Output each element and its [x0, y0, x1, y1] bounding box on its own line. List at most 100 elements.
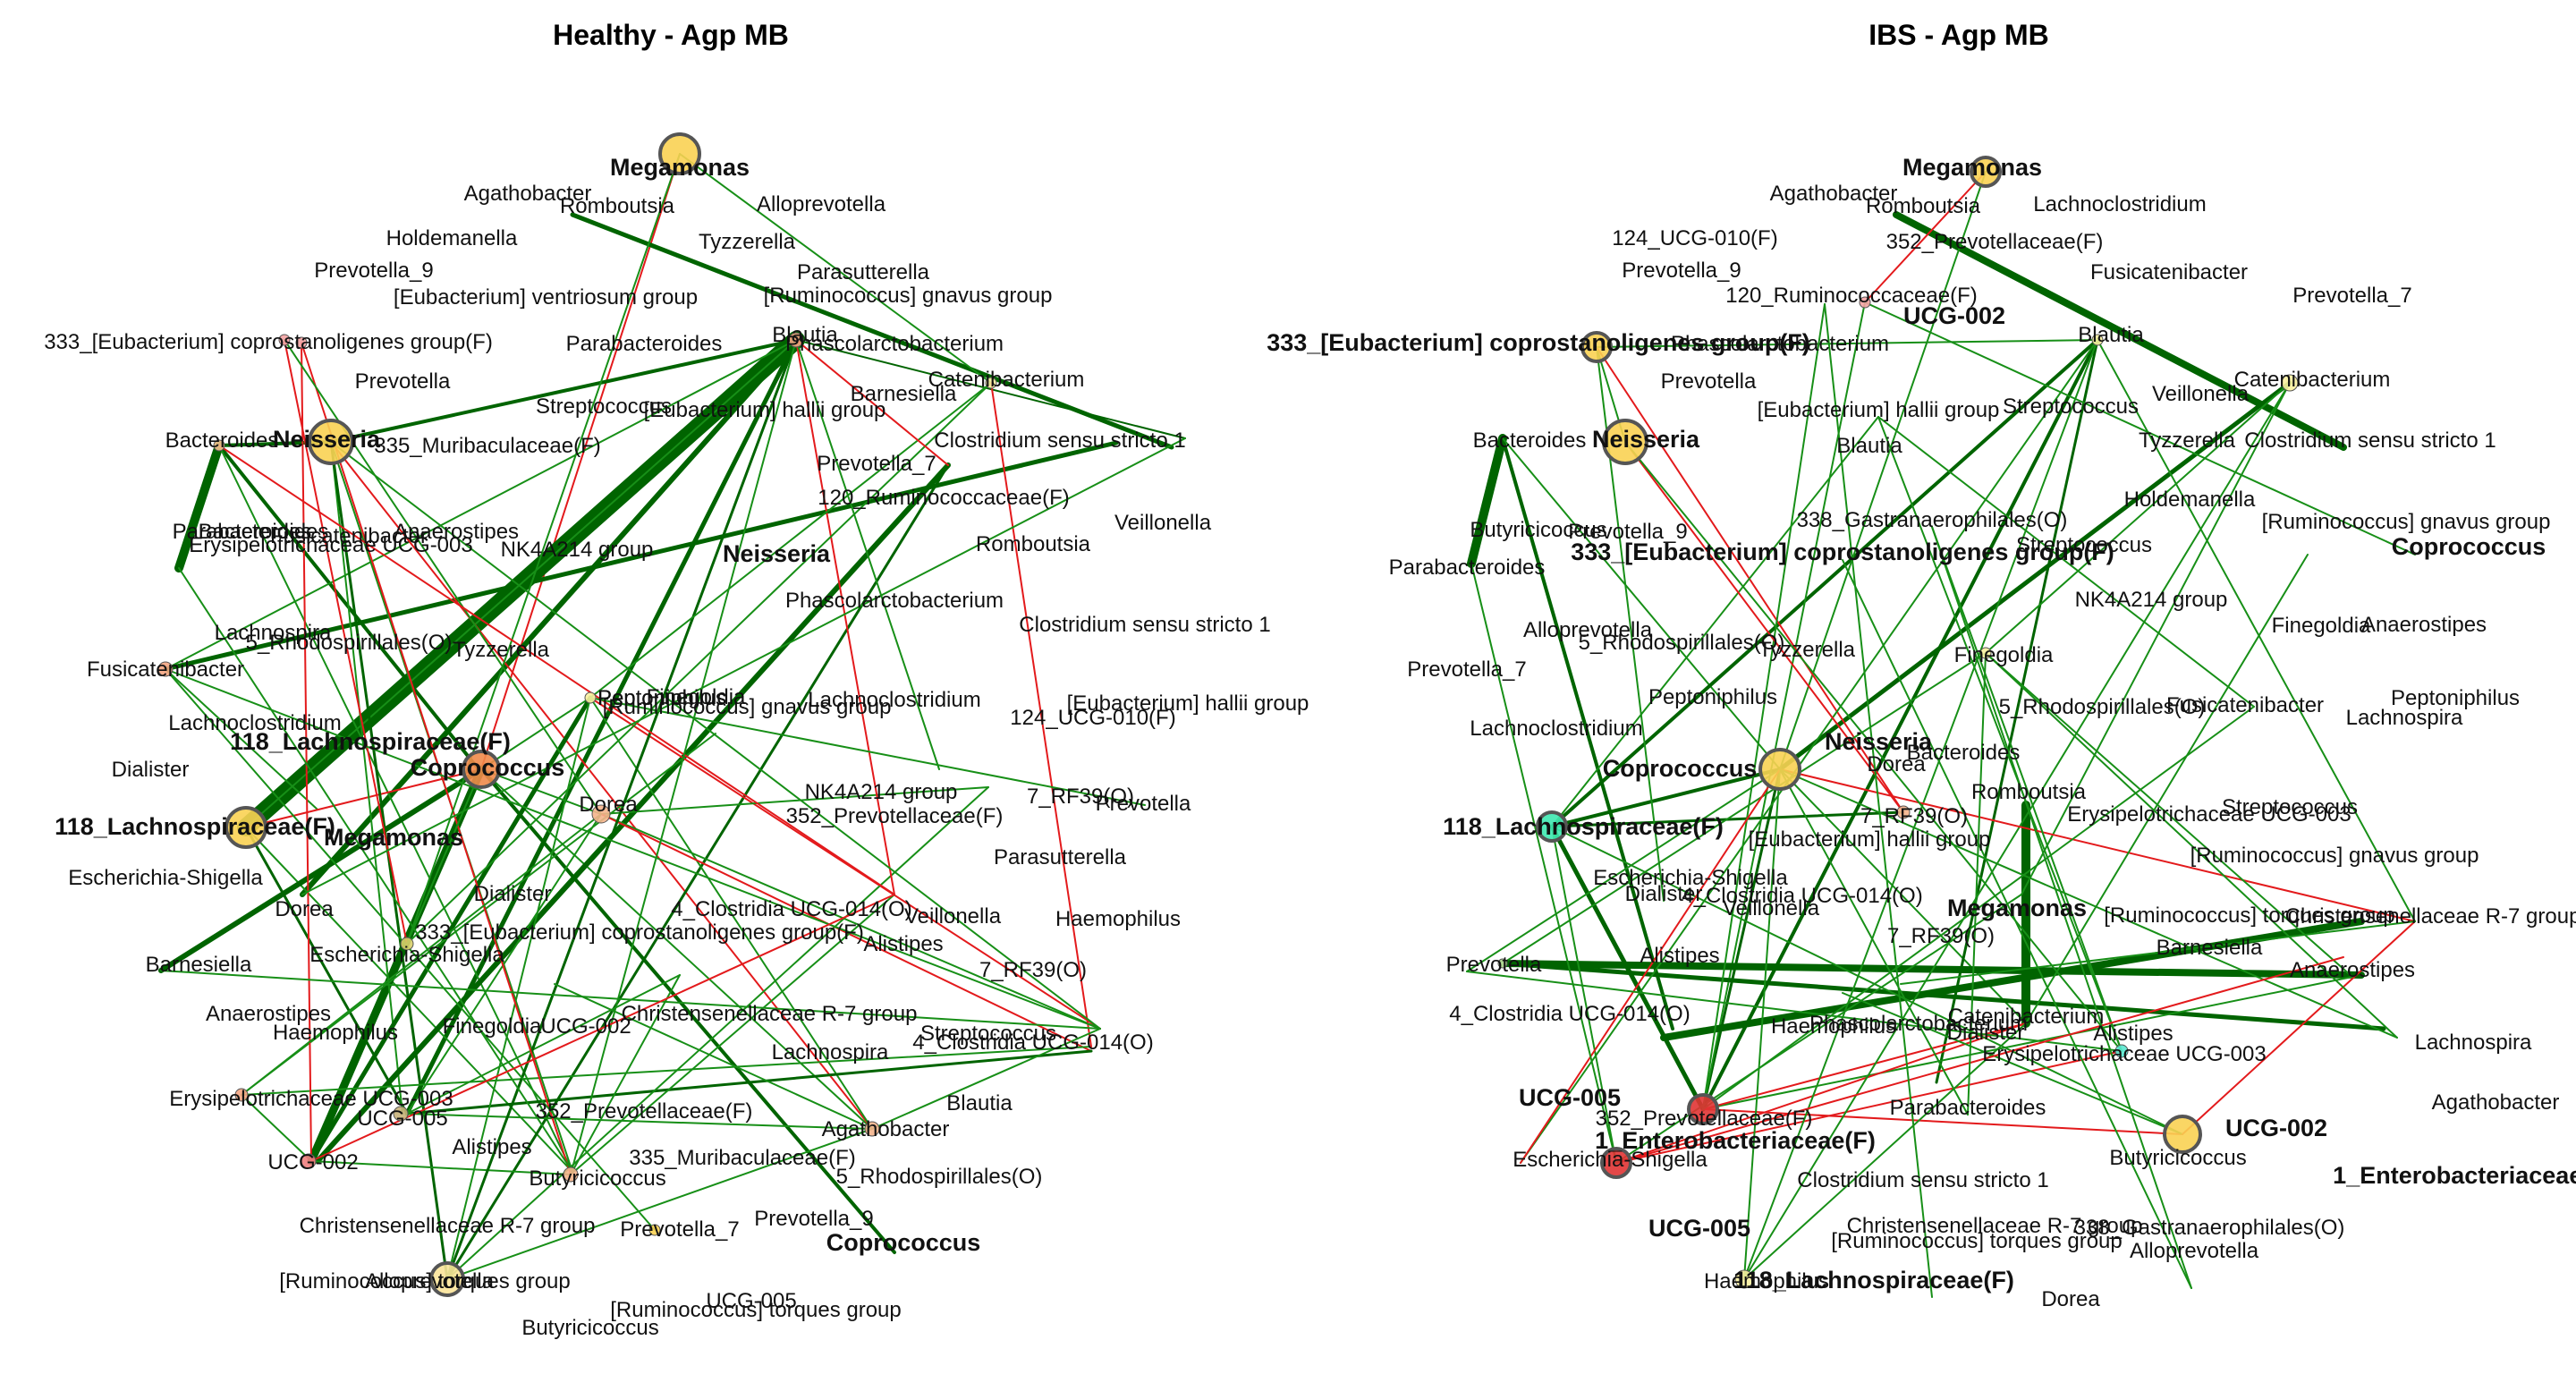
- healthy-label-alloprevotella: Alloprevotella: [757, 192, 886, 216]
- healthy-label-christensenellaceae-r-7-group: Christensenellaceae R-7 group: [622, 1002, 918, 1026]
- ibs-label-ruminococcus-gnavus-group: [Ruminococcus] gnavus group: [2262, 510, 2551, 534]
- ibs-label-338-gastranaerophilales-o: 338_Gastranaerophilales(O): [1797, 508, 2068, 532]
- healthy-label-333-eubacterium-coprostanoligenes-group-f: 333_[Eubacterium] coprostanoligenes grou…: [415, 920, 864, 945]
- healthy-label-5-rhodospirillales-o: 5_Rhodospirillales(O): [836, 1165, 1043, 1189]
- ibs-label-phascolarctobacterium: Phascolarctobacterium: [1809, 1012, 2028, 1036]
- ibs-label-veillonella: Veillonella: [2152, 382, 2250, 406]
- healthy-label-peptoniphilus: Peptoniphilus: [597, 686, 726, 710]
- healthy-label-barnesiella: Barnesiella: [146, 953, 252, 977]
- healthy-label-118-lachnospiraceae-f: 118_Lachnospiraceae(F): [55, 813, 335, 840]
- healthy-label-prevotella: Prevotella: [355, 369, 451, 394]
- healthy-label-120-ruminococcaceae-f: 120_Ruminococcaceae(F): [818, 486, 1069, 510]
- healthy-label-phascolarctobacterium: Phascolarctobacterium: [785, 589, 1004, 613]
- healthy-label-clostridium-sensu-stricto-1: Clostridium sensu stricto 1: [1019, 613, 1270, 637]
- healthy-label-eubacterium-ventriosum-group: [Eubacterium] ventriosum group: [394, 285, 698, 310]
- healthy-label-fusicatenibacter: Fusicatenibacter: [87, 657, 244, 682]
- ibs-label-prevotella: Prevotella: [1661, 369, 1757, 394]
- healthy-label-neisseria: Neisseria: [273, 426, 381, 453]
- ibs-label-parabacteroides: Parabacteroides: [1389, 556, 1546, 580]
- healthy-label-7-rf39-o: 7_RF39(O): [979, 958, 1087, 982]
- healthy-label-4-clostridia-ucg-014-o: 4_Clostridia UCG-014(O): [671, 897, 911, 921]
- ibs-label-4-clostridia-ucg-014-o: 4_Clostridia UCG-014(O): [1449, 1002, 1690, 1026]
- ibs-label-124-ucg-010-f: 124_UCG-010(F): [1612, 226, 1777, 250]
- healthy-label-tyzzerella: Tyzzerella: [453, 638, 550, 662]
- healthy-label-bacteroides: Bacteroides: [165, 428, 279, 453]
- ibs-label-tyzzerella: Tyzzerella: [1758, 638, 1856, 662]
- ibs-label-megamonas: Megamonas: [1902, 154, 2042, 181]
- ibs-label-romboutsia: Romboutsia: [1971, 780, 2087, 804]
- ibs-label-erysipelotrichaceae-ucg-003: Erysipelotrichaceae UCG-003: [2067, 802, 2351, 827]
- ibs-label-clostridium-sensu-stricto-1: Clostridium sensu stricto 1: [1797, 1168, 2048, 1192]
- healthy-label-finegoldia: Finegoldia: [443, 1014, 542, 1039]
- healthy-label-352-prevotellaceae-f: 352_Prevotellaceae(F): [536, 1099, 753, 1124]
- healthy-label-ucg-002: UCG-002: [540, 1014, 631, 1039]
- ibs-label-352-prevotellaceae-f: 352_Prevotellaceae(F): [1886, 230, 2104, 254]
- healthy-label-prevotella-9: Prevotella_9: [754, 1207, 873, 1231]
- ibs-label-ruminococcus-torques-group: [Ruminococcus] torques group: [1831, 1229, 2123, 1253]
- ibs-label-finegoldia: Finegoldia: [2272, 614, 2371, 638]
- healthy-label-romboutsia: Romboutsia: [560, 194, 675, 218]
- ibs-label-dorea: Dorea: [1867, 752, 1926, 776]
- healthy-label-blautia: Blautia: [946, 1091, 1013, 1115]
- healthy-label-erysipelotrichaceae-ucg-003: Erysipelotrichaceae UCG-003: [189, 533, 472, 557]
- healthy-label-coprococcus: Coprococcus: [826, 1229, 981, 1256]
- ibs-label-1-enterobacteriaceae-f: 1_Enterobacteriaceae(F): [2333, 1162, 2576, 1189]
- ibs-label-peptoniphilus: Peptoniphilus: [1648, 685, 1777, 709]
- healthy-label-4-clostridia-ucg-014-o: 4_Clostridia UCG-014(O): [912, 1030, 1153, 1055]
- healthy-label-dorea: Dorea: [579, 793, 638, 817]
- healthy-label-352-prevotellaceae-f: 352_Prevotellaceae(F): [786, 804, 1004, 828]
- healthy-label-ucg-002: UCG-002: [267, 1150, 358, 1175]
- healthy-label-335-muribaculaceae-f: 335_Muribaculaceae(F): [374, 434, 600, 458]
- ibs-label-lachnoclostridium: Lachnoclostridium: [1470, 717, 1642, 741]
- ibs-label-agathobacter: Agathobacter: [2432, 1090, 2560, 1115]
- healthy-title: Healthy - Agp MB: [553, 19, 789, 51]
- ibs-label-streptococcus: Streptococcus: [2003, 394, 2139, 419]
- ibs-label-veillonella: Veillonella: [1723, 896, 1820, 920]
- healthy-label-megamonas: Megamonas: [610, 154, 750, 181]
- healthy-label-agathobacter: Agathobacter: [822, 1117, 950, 1141]
- ibs-node-coprococcus[interactable]: [1760, 750, 1800, 789]
- ibs-label-lachnoclostridium: Lachnoclostridium: [2033, 192, 2206, 216]
- ibs-label-bacteroides: Bacteroides: [1473, 428, 1587, 453]
- healthy-label-5-rhodospirillales-o: 5_Rhodospirillales(O): [246, 631, 453, 655]
- ibs-label-lachnospira: Lachnospira: [2346, 706, 2463, 730]
- ibs-label-erysipelotrichaceae-ucg-003: Erysipelotrichaceae UCG-003: [1982, 1042, 2266, 1066]
- healthy-label-romboutsia: Romboutsia: [976, 532, 1091, 556]
- healthy-label-escherichia-shigella: Escherichia-Shigella: [68, 866, 263, 890]
- healthy-label-coprococcus: Coprococcus: [411, 754, 565, 781]
- ibs-label-ucg-002: UCG-002: [2225, 1115, 2327, 1141]
- ibs-label-holdemanella: Holdemanella: [2124, 488, 2256, 512]
- healthy-label-dorea: Dorea: [275, 897, 334, 921]
- ibs-label-lachnospira: Lachnospira: [2415, 1030, 2532, 1055]
- ibs-label-phascolarctobacterium: Phascolarctobacterium: [1671, 332, 1889, 356]
- ibs-label-7-rf39-o: 7_RF39(O): [1860, 804, 1968, 828]
- ibs-label-prevotella: Prevotella: [1446, 953, 1542, 977]
- healthy-label-prevotella-7: Prevotella_7: [620, 1217, 739, 1242]
- healthy-label-118-lachnospiraceae-f: 118_Lachnospiraceae(F): [230, 728, 511, 755]
- ibs-label-333-eubacterium-coprostanoligenes-group-f: 333_[Eubacterium] coprostanoligenes grou…: [1571, 539, 2114, 565]
- healthy-label-dialister: Dialister: [112, 758, 190, 782]
- ibs-edge-35: [1780, 172, 1986, 769]
- ibs-label-dorea: Dorea: [2041, 1287, 2100, 1311]
- ibs-label-neisseria: Neisseria: [1592, 426, 1700, 453]
- ibs-label-ucg-002: UCG-002: [1903, 302, 2005, 329]
- healthy-label-ucg-005: UCG-005: [357, 1107, 447, 1131]
- ibs-label-haemophilus: Haemophilus: [1704, 1269, 1829, 1293]
- ibs-label-eubacterium-hallii-group: [Eubacterium] hallii group: [1758, 398, 2000, 422]
- ibs-label-anaerostipes: Anaerostipes: [2290, 958, 2415, 982]
- ibs-label-118-lachnospiraceae-f: 118_Lachnospiraceae(F): [1443, 813, 1724, 840]
- healthy-label-alloprevotella: Alloprevotella: [365, 1269, 495, 1293]
- ibs-label-5-rhodospirillales-o: 5_Rhodospirillales(O): [1579, 631, 1785, 655]
- healthy-node-peptoniphilus[interactable]: [585, 692, 596, 703]
- ibs-label-anaerostipes: Anaerostipes: [2361, 613, 2487, 637]
- healthy-label-alistipes: Alistipes: [452, 1135, 531, 1159]
- ibs-label-escherichia-shigella: Escherichia-Shigella: [1513, 1148, 1707, 1172]
- healthy-label-dialister: Dialister: [474, 882, 552, 906]
- healthy-label-nk4a214-group: NK4A214 group: [805, 780, 958, 804]
- ibs-labels: Megamonas Agathobacter Romboutsia Lachnoclo…: [1267, 154, 2576, 1311]
- healthy-label-333-eubacterium-coprostanoligenes-group-f: 333_[Eubacterium] coprostanoligenes grou…: [44, 330, 493, 354]
- ibs-label-fusicatenibacter: Fusicatenibacter: [2166, 693, 2324, 717]
- healthy-label-124-ucg-010-f: 124_UCG-010(F): [1010, 706, 1175, 730]
- ibs-label-alloprevotella: Alloprevotella: [2130, 1239, 2259, 1263]
